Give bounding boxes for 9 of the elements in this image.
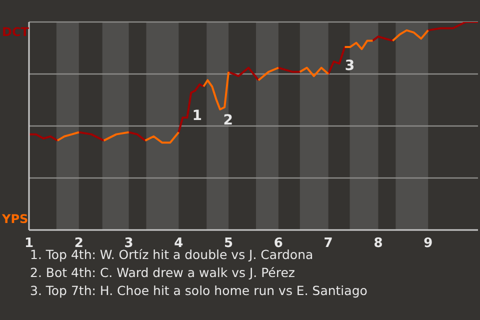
text: 3. Top 7th: H. Choe hit a solo home run vs E. Santiago — [30, 282, 368, 300]
annotation: 3 — [344, 58, 355, 74]
annotation: 1 — [192, 108, 202, 124]
x-tick-label: 7 — [324, 236, 333, 252]
annotation: 2 — [223, 112, 233, 128]
x-tick-label: 9 — [424, 236, 433, 252]
text: 2. Bot 4th: C. Ward drew a walk vs J. Pérez — [30, 264, 296, 282]
x-tick-label: 8 — [374, 236, 383, 252]
text: YPS — [2, 212, 28, 226]
